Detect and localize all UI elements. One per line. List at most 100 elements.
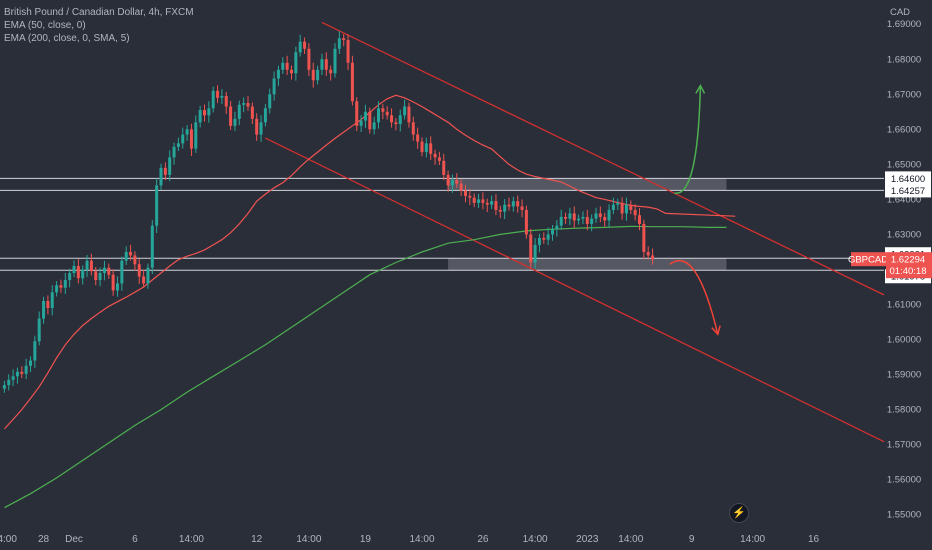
y-tick-label: 1.58000 [887, 405, 921, 416]
candle-body [529, 234, 533, 263]
candle-body [63, 279, 67, 288]
candle-body [533, 244, 537, 263]
x-tick-label: 14:00 [523, 534, 548, 545]
candle-body [198, 110, 202, 123]
candle-body [372, 122, 376, 130]
candle-body [520, 206, 524, 210]
candle-body [29, 360, 32, 366]
candle-body [555, 225, 559, 230]
candle-body [568, 213, 572, 219]
y-tick-label: 1.56000 [887, 475, 921, 486]
ema200-legend: EMA (200, close, 0, SMA, 5) [4, 33, 130, 44]
candle-body [368, 111, 372, 130]
symbol-title: British Pound / Canadian Dollar, 4h, FXC… [4, 7, 194, 18]
candle-body [224, 96, 228, 107]
candle-body [33, 341, 37, 361]
candle-body [172, 146, 176, 158]
candle-body [477, 199, 481, 203]
candle-body [316, 69, 320, 81]
candle-body [524, 209, 528, 235]
candle-body [111, 274, 115, 291]
candle-body [385, 111, 389, 116]
candle-body [290, 69, 293, 74]
x-tick-label: 12 [251, 534, 263, 545]
candle-body [220, 96, 224, 98]
candle-body [89, 260, 93, 272]
x-tick-label: 14:00 [740, 534, 765, 545]
y-tick-label: 1.55000 [887, 510, 921, 521]
candle-body [577, 218, 581, 221]
symbol-tag-bg [851, 252, 886, 267]
lightning-icon[interactable]: ⚡ [729, 503, 749, 523]
candle-body [42, 301, 46, 319]
candle-body [24, 365, 28, 374]
candle-body [307, 48, 311, 70]
candle-body [116, 283, 119, 291]
candle-body [246, 103, 250, 107]
candle-body [233, 118, 237, 126]
candle-body [564, 216, 568, 219]
candle-body [424, 143, 428, 153]
candle-body [450, 180, 454, 186]
price-label-1: 1.64600 [891, 174, 925, 185]
candle-body [2, 385, 6, 389]
candle-body [516, 201, 520, 207]
candle-body [142, 276, 146, 284]
candle-body [624, 204, 628, 214]
candle-body [503, 204, 507, 212]
candle-body [651, 255, 655, 260]
y-axis-currency: CAD [890, 7, 910, 18]
candle-body [446, 174, 450, 186]
candle-body [20, 371, 24, 374]
chart-legend: British Pound / Canadian Dollar, 4h, FXC… [4, 6, 194, 45]
candle-body [237, 104, 241, 119]
last-price-label: 1.62294 [891, 255, 925, 266]
candle-body [585, 216, 589, 224]
candle-body [455, 180, 459, 184]
candle-body [216, 90, 220, 98]
candle-body [494, 201, 498, 210]
candle-body [464, 190, 467, 196]
candle-body [629, 204, 633, 210]
price-label-2-bg [885, 183, 931, 198]
candle-body [390, 115, 394, 123]
x-tick-label: 14:00 [179, 534, 204, 545]
candle-body [94, 271, 98, 280]
candle-body [642, 223, 646, 252]
y-tick-label: 1.61000 [887, 300, 921, 311]
candle-body [420, 141, 424, 153]
candle-body [120, 260, 124, 284]
y-tick-label: 1.60000 [887, 335, 921, 346]
candle-body [559, 216, 563, 226]
candle-body [68, 272, 72, 280]
candle-body [159, 167, 163, 186]
candle-body [598, 213, 602, 217]
candle-body [411, 122, 415, 135]
candle-body [146, 267, 150, 284]
candle-body [311, 69, 315, 81]
candle-body [398, 115, 402, 125]
candle-body [203, 110, 206, 116]
candle-body [176, 143, 180, 147]
y-tick-label: 1.65000 [887, 159, 921, 170]
candle-body [507, 204, 511, 207]
candle-body [155, 185, 159, 226]
candle-body [537, 237, 541, 245]
candle-body [638, 215, 641, 224]
candle-body [281, 62, 285, 70]
bullish-arrow [674, 85, 702, 194]
candles-group [2, 31, 655, 393]
channel-line [265, 137, 885, 443]
candle-body [15, 371, 19, 377]
candle-body [185, 129, 189, 135]
candle-body [259, 122, 263, 135]
candle-body [437, 157, 441, 161]
candle-body [59, 285, 63, 288]
bar-countdown: 01:40:18 [890, 266, 927, 277]
price-label-1-bg [885, 171, 931, 186]
symbol-tag: GBPCAD [848, 255, 888, 266]
candle-body [242, 103, 246, 105]
candle-body [163, 167, 167, 175]
candle-body [76, 265, 80, 279]
